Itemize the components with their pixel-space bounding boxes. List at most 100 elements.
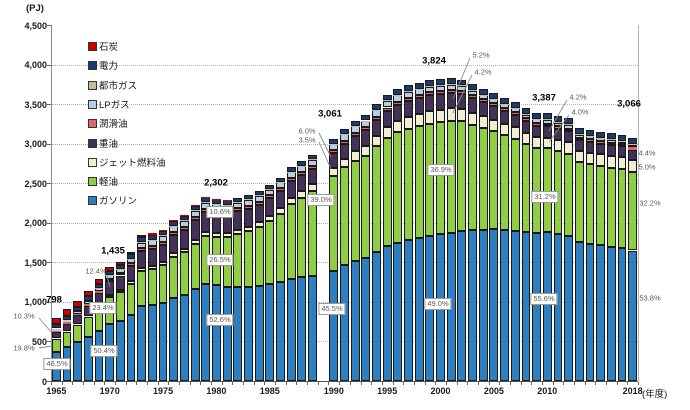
diesel-segment-2010 — [542, 148, 552, 232]
diesel-segment-1997 — [404, 128, 413, 240]
jet_fuel-segment-1979 — [201, 232, 211, 237]
electricity-segment-1978 — [190, 205, 200, 211]
diesel-segment-2002 — [457, 121, 467, 231]
diesel-segment-2000 — [436, 122, 445, 235]
gasoline-segment-1994 — [372, 251, 381, 381]
total-label-2302: 2,302 — [204, 177, 228, 189]
percent-label-boxed: 26.5% — [206, 254, 234, 266]
lubricant-segment-2013 — [574, 138, 584, 141]
electricity-segment-1979 — [201, 197, 211, 202]
x-tick — [574, 382, 575, 385]
heavy_oil-segment-2009 — [532, 125, 542, 138]
lp_gas-segment-1972 — [126, 259, 136, 264]
diesel-segment-1990 — [329, 176, 339, 271]
lp_gas-segment-1989 — [308, 159, 317, 166]
city_gas-segment-1996 — [393, 94, 403, 96]
gasoline-segment-1986 — [276, 281, 285, 381]
x-tick-label-1980: 1980 — [206, 386, 227, 396]
lp_gas-segment-2010 — [542, 119, 552, 124]
x-tick — [553, 382, 554, 385]
jet_fuel-segment-2016 — [606, 155, 616, 168]
electricity-segment-1989 — [308, 154, 317, 160]
percent-label: 4.2% — [474, 67, 492, 77]
lubricant-segment-1978 — [190, 217, 200, 221]
heavy_oil-segment-1979 — [201, 212, 211, 233]
lubricant-segment-2002 — [457, 90, 467, 94]
city_gas-segment-1974 — [147, 239, 157, 241]
electricity-segment-1969 — [94, 283, 104, 288]
jet_fuel-segment-1995 — [382, 126, 392, 138]
lubricant-segment-2000 — [436, 90, 445, 94]
gasoline-segment-2010 — [542, 232, 552, 381]
diesel-segment-2007 — [510, 138, 520, 231]
percent-label-boxed: 36.9% — [427, 164, 455, 176]
y-axis-line — [51, 25, 52, 382]
x-tick — [158, 382, 159, 385]
lubricant-segment-2017 — [617, 144, 627, 147]
jet_fuel-segment-1981 — [222, 232, 232, 237]
lubricant-segment-1999 — [425, 92, 435, 96]
x-tick — [403, 382, 404, 385]
percent-label: 10.3% — [13, 311, 35, 321]
heavy_oil-segment-1998 — [414, 98, 424, 115]
diesel-segment-2009 — [532, 148, 542, 234]
jet_fuel-swatch — [88, 157, 97, 167]
x-tick — [467, 382, 468, 385]
heavy_oil-segment-2017 — [617, 146, 627, 158]
x-tick — [286, 382, 287, 385]
legend-label-city_gas: 都市ガス — [99, 80, 138, 92]
heavy_oil-segment-1976 — [169, 235, 179, 254]
heavy_oil-segment-2000 — [436, 93, 445, 110]
y-tick-label: 3,000 — [24, 139, 47, 150]
x-tick-label-1975: 1975 — [153, 386, 174, 396]
gasoline-segment-1996 — [393, 242, 403, 381]
gasoline-segment-1975 — [158, 303, 168, 381]
lp_gas-segment-2011 — [553, 122, 563, 127]
heavy_oil-segment-1965 — [51, 331, 61, 339]
x-tick-label-2000: 2000 — [430, 386, 451, 396]
electricity-segment-2006 — [500, 97, 509, 104]
gasoline-segment-2015 — [596, 245, 606, 381]
x-tick — [457, 382, 458, 385]
city_gas-segment-1993 — [361, 120, 371, 122]
x-tick — [83, 382, 84, 385]
electricity-segment-1967 — [73, 306, 83, 311]
heavy_oil-segment-1971 — [115, 275, 125, 291]
y-tick-label: 2,500 — [24, 178, 47, 189]
diesel-segment-1995 — [382, 137, 392, 247]
electricity-segment-1996 — [393, 89, 403, 95]
heavy_oil-segment-1991 — [340, 143, 349, 159]
city_gas-segment-1987 — [286, 171, 296, 173]
legend-item-jet_fuel: ジェット燃料油 — [88, 157, 178, 172]
jet_fuel-segment-2001 — [446, 108, 456, 122]
x-tick — [510, 382, 511, 385]
jet_fuel-segment-1973 — [137, 267, 147, 271]
diesel-segment-1988 — [297, 197, 307, 278]
percent-label-boxed: 55.6% — [530, 293, 558, 305]
heavy_oil-swatch — [88, 138, 97, 148]
diesel-segment-1974 — [147, 268, 157, 306]
heavy_oil-segment-1987 — [286, 181, 296, 199]
electricity-segment-1973 — [137, 237, 147, 242]
lp_gas-segment-1983 — [244, 199, 253, 206]
gasoline-segment-1984 — [254, 285, 264, 381]
lp_gas-segment-2017 — [617, 141, 627, 145]
diesel-segment-2018 — [628, 172, 638, 251]
diesel-segment-1987 — [286, 204, 296, 279]
coal-segment-1968 — [83, 291, 93, 297]
diesel-segment-2014 — [585, 163, 595, 244]
city_gas-segment-1978 — [190, 210, 200, 212]
legend-item-coal: 石炭 — [88, 42, 178, 56]
city_gas-segment-1995 — [382, 100, 392, 101]
gasoline-segment-1993 — [361, 257, 371, 381]
gasoline-segment-2003 — [468, 230, 477, 381]
y-tick — [47, 223, 51, 224]
heavy_oil-segment-1985 — [265, 198, 275, 216]
x-tick — [446, 382, 447, 385]
heavy_oil-segment-1977 — [179, 230, 189, 249]
coal-segment-1974 — [147, 233, 157, 236]
x-tick — [638, 382, 639, 385]
x-tick — [147, 382, 148, 385]
jet_fuel-segment-1977 — [179, 248, 189, 253]
